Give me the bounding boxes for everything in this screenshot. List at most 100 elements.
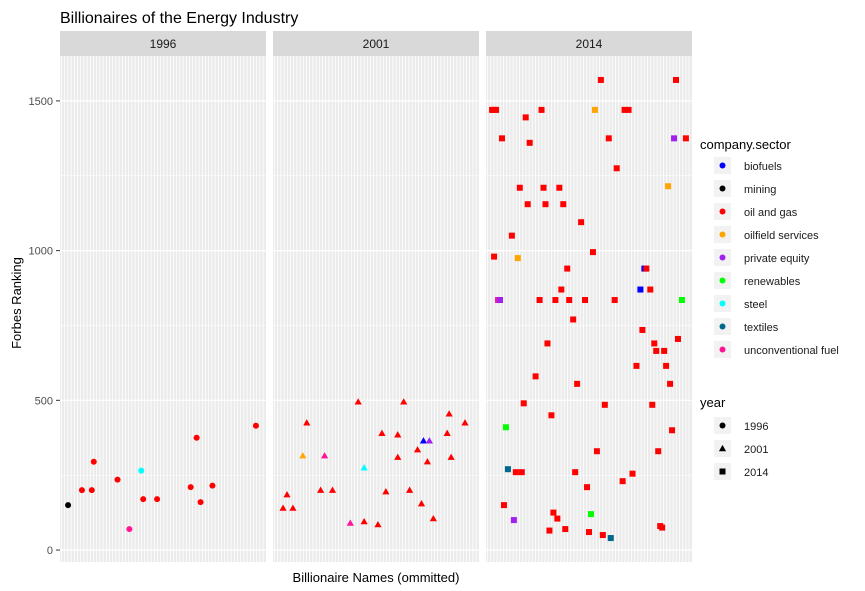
panel-grid-2014 xyxy=(486,56,692,562)
data-point xyxy=(669,427,676,434)
data-point xyxy=(653,347,660,354)
legend-key-square xyxy=(719,468,726,475)
data-point xyxy=(560,201,567,208)
legend-key-private-equity xyxy=(719,254,726,261)
data-point xyxy=(279,504,287,511)
data-point xyxy=(659,524,666,531)
data-point xyxy=(582,297,589,304)
data-point xyxy=(556,184,563,191)
data-point xyxy=(572,469,579,476)
data-point xyxy=(607,535,614,542)
data-point xyxy=(413,446,422,453)
data-point xyxy=(601,401,608,408)
data-point xyxy=(197,499,204,506)
data-point xyxy=(550,509,557,516)
facet-strip-2001 xyxy=(273,31,479,56)
data-point xyxy=(574,380,581,387)
facet-strip-2014 xyxy=(486,31,692,56)
data-point xyxy=(586,529,592,536)
data-point xyxy=(661,347,668,354)
data-point xyxy=(546,527,553,534)
data-point xyxy=(140,496,147,503)
data-point xyxy=(374,520,382,528)
data-point xyxy=(671,135,678,142)
x-axis-label: Billionaire Names (ommitted) xyxy=(293,570,460,585)
data-point xyxy=(154,496,161,503)
data-point xyxy=(510,517,517,524)
data-points xyxy=(65,76,689,542)
y-axis: 0 500 1000 1500 xyxy=(29,96,60,557)
data-point xyxy=(554,515,561,522)
data-point xyxy=(303,419,311,426)
y-tick-label-500: 500 xyxy=(35,395,53,407)
legend-key-biofuels xyxy=(719,162,726,169)
data-point xyxy=(578,219,585,226)
data-point xyxy=(538,106,545,113)
data-point xyxy=(252,422,259,429)
data-point xyxy=(360,517,368,525)
data-point xyxy=(665,183,672,190)
panel-grid-2001 xyxy=(273,56,479,562)
data-point xyxy=(193,434,200,441)
data-point xyxy=(423,458,432,465)
data-point xyxy=(378,429,386,436)
data-point xyxy=(394,453,402,460)
data-point xyxy=(589,249,596,256)
legend-label: unconventional fuel xyxy=(744,345,839,357)
data-point xyxy=(320,452,329,459)
data-point xyxy=(649,401,656,408)
data-point xyxy=(647,286,654,293)
data-point xyxy=(317,486,325,493)
data-point xyxy=(354,398,362,405)
panel-grid-1996 xyxy=(60,56,266,562)
legend-label: steel xyxy=(744,299,767,311)
data-point xyxy=(621,106,628,113)
data-point xyxy=(417,500,426,507)
legend-label: 2014 xyxy=(744,467,768,479)
data-point xyxy=(558,286,565,293)
data-point xyxy=(663,362,670,369)
data-point xyxy=(524,201,531,208)
data-point xyxy=(78,487,85,494)
legend-year: year 1996 2001 2014 xyxy=(700,395,768,480)
y-axis-label: Forbes Ranking xyxy=(9,257,24,349)
data-point xyxy=(562,526,569,533)
data-point xyxy=(522,114,529,121)
legend-label: oil and gas xyxy=(744,207,798,219)
data-point xyxy=(382,488,390,495)
data-point xyxy=(360,464,368,471)
data-point xyxy=(283,491,291,498)
data-point xyxy=(570,316,577,323)
facet-label-2001: 2001 xyxy=(363,37,390,51)
data-point xyxy=(536,297,543,304)
data-point xyxy=(605,135,612,142)
legend-label: mining xyxy=(744,184,776,196)
data-point xyxy=(187,484,194,491)
data-point xyxy=(651,340,658,347)
data-point xyxy=(299,452,307,459)
data-point xyxy=(502,424,509,431)
data-point xyxy=(498,135,505,142)
data-point xyxy=(532,373,539,380)
data-point xyxy=(682,135,689,142)
data-point xyxy=(88,487,95,494)
facet-strip-1996 xyxy=(60,31,266,56)
data-point xyxy=(508,232,515,239)
legend-key-mining xyxy=(719,185,726,192)
data-point xyxy=(643,265,650,272)
data-point xyxy=(625,106,632,113)
data-point xyxy=(461,419,469,426)
data-point xyxy=(613,165,620,172)
data-point xyxy=(566,297,573,304)
data-point xyxy=(425,437,433,444)
data-point xyxy=(655,448,662,455)
data-point xyxy=(328,486,337,493)
y-tick-label-1000: 1000 xyxy=(29,246,53,258)
data-point xyxy=(497,297,504,304)
data-point xyxy=(289,504,297,511)
legend-key-steel xyxy=(719,300,726,307)
data-point xyxy=(673,76,680,83)
data-point xyxy=(447,453,455,460)
legend-label: biofuels xyxy=(744,161,782,173)
legend-label: 2001 xyxy=(744,444,768,456)
